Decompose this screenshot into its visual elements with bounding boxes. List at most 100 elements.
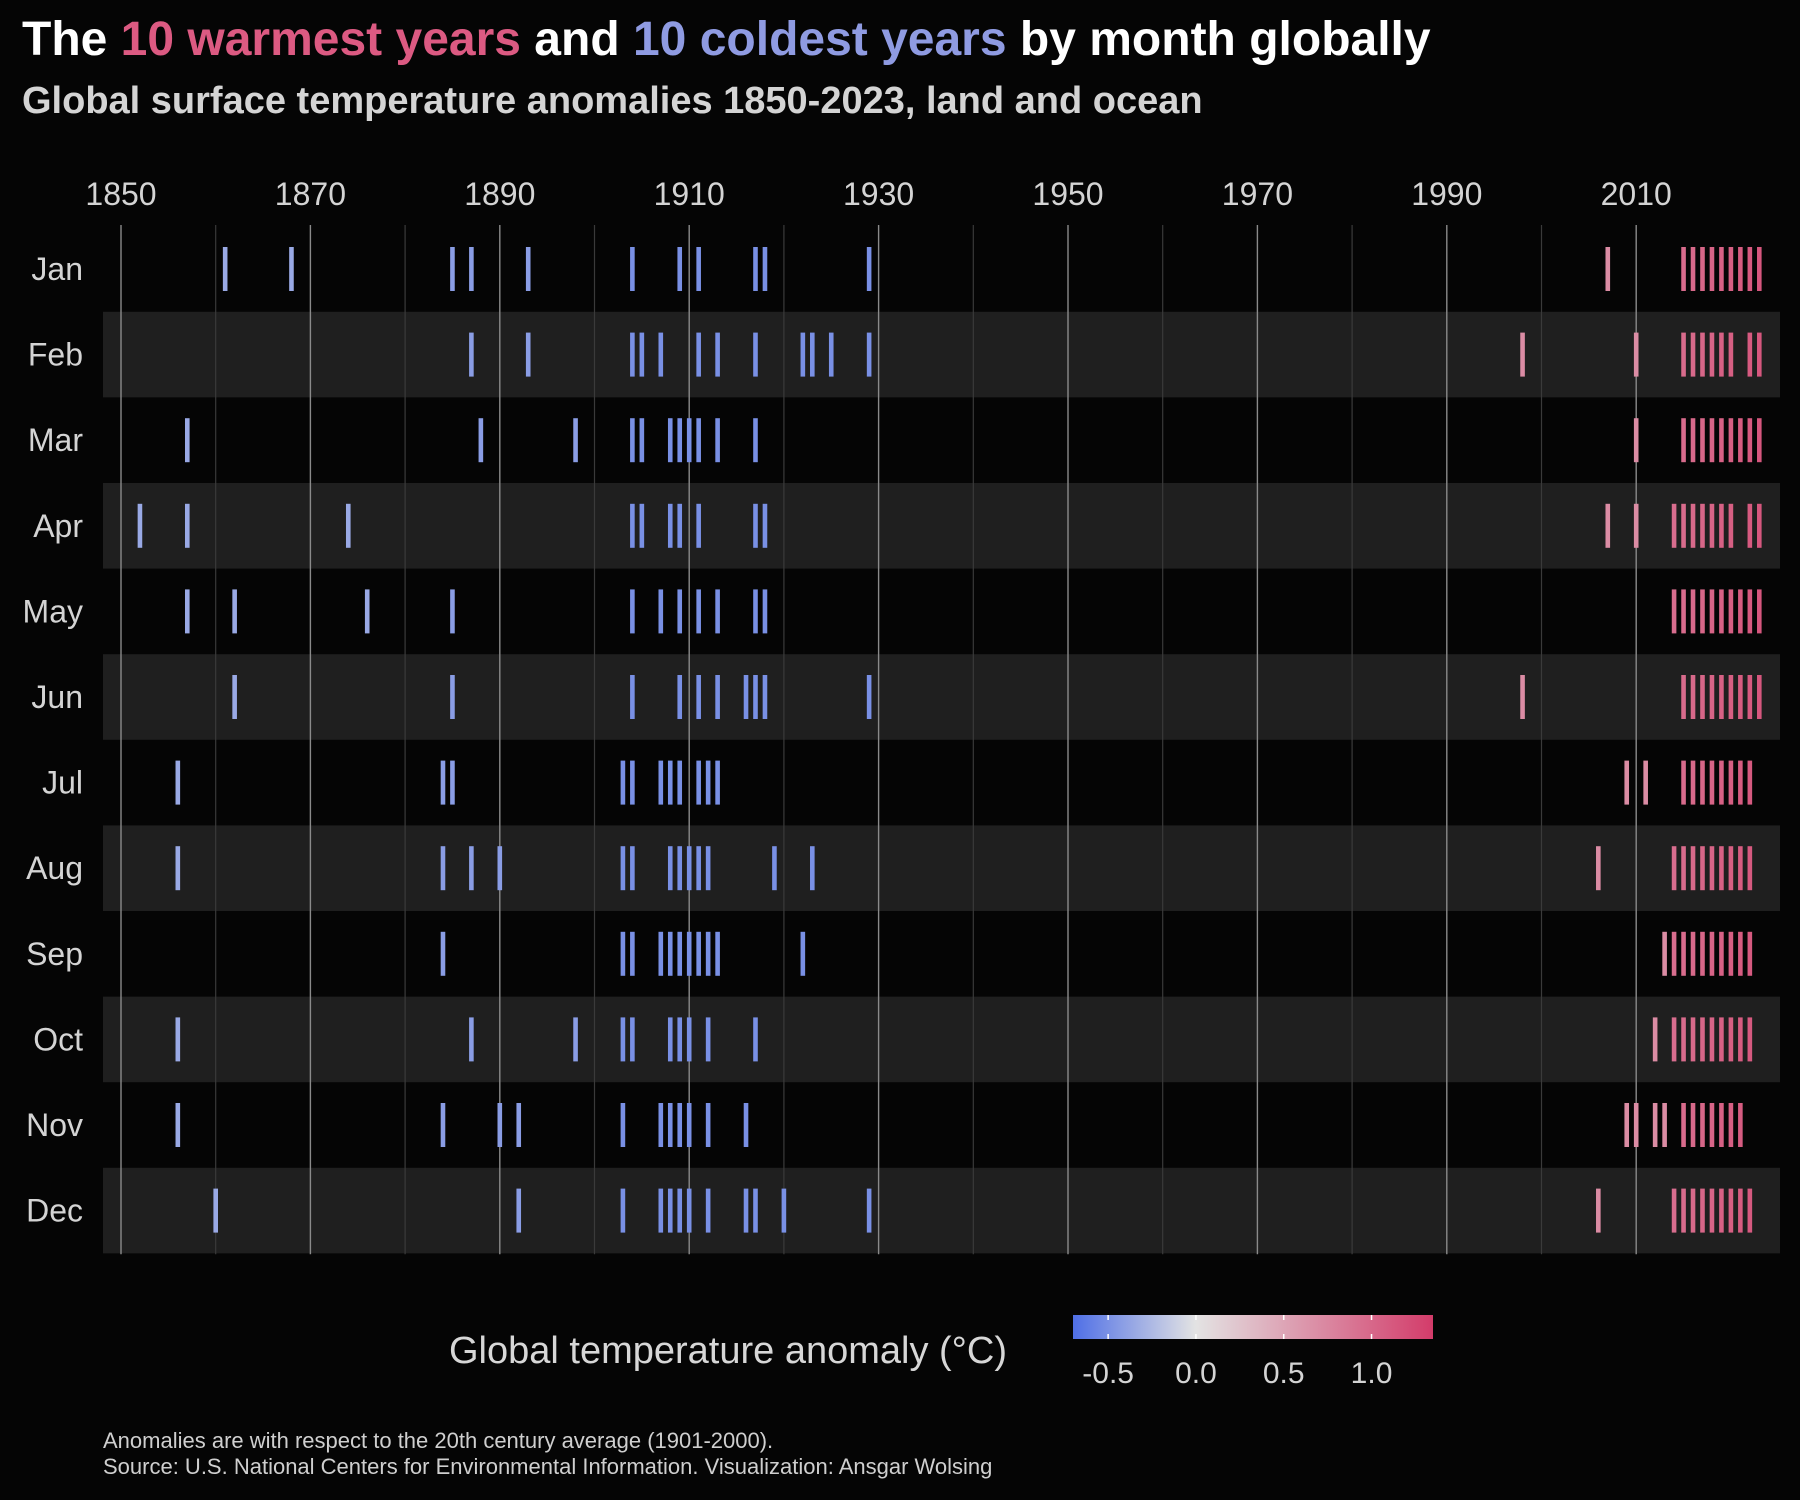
cold-mark-aug-1903 (620, 846, 626, 891)
warm-mark-mar-2016 (1690, 418, 1696, 463)
cold-mark-apr-1917 (753, 503, 758, 548)
cold-mark-aug-1887 (469, 846, 474, 891)
cold-mark-feb-1893 (525, 332, 531, 377)
cold-mark-jun-1911 (696, 675, 701, 719)
warm-mark-aug-2014 (1671, 846, 1677, 891)
warm-mark-sep-2016 (1690, 931, 1696, 976)
year-marks (137, 247, 1762, 1233)
cold-mark-jan-1929 (866, 247, 872, 291)
cold-mark-jul-1912 (705, 760, 711, 805)
cold-mark-oct-1887 (469, 1017, 474, 1062)
warm-mark-jul-2009 (1624, 760, 1630, 805)
x-tick-label-1950: 1950 (1032, 176, 1103, 212)
cold-mark-jul-1884 (440, 760, 446, 805)
warm-mark-aug-2021 (1738, 846, 1743, 891)
warm-mark-aug-2018 (1709, 846, 1715, 891)
cold-mark-dec-1860 (213, 1188, 218, 1233)
warm-mark-jan-2023 (1757, 247, 1762, 291)
warm-mark-nov-2018 (1709, 1103, 1715, 1147)
warm-mark-may-2022 (1747, 589, 1753, 634)
warm-mark-mar-2019 (1719, 418, 1724, 463)
cold-mark-jan-1868 (289, 247, 294, 291)
warm-mark-apr-2015 (1681, 503, 1686, 548)
cold-mark-dec-1912 (705, 1188, 711, 1233)
warm-mark-nov-2009 (1624, 1103, 1630, 1147)
warm-mark-apr-2023 (1757, 503, 1762, 548)
cold-mark-apr-1918 (762, 503, 768, 548)
legend-color-bar (1073, 1315, 1433, 1339)
cold-mark-aug-1912 (705, 846, 711, 891)
cold-mark-jun-1885 (450, 675, 455, 719)
cold-mark-jun-1913 (715, 675, 720, 719)
month-label-jul: Jul (42, 765, 83, 801)
cold-mark-dec-1908 (667, 1188, 673, 1233)
warm-mark-mar-2018 (1709, 418, 1715, 463)
cold-mark-jun-1917 (753, 675, 758, 719)
cold-mark-dec-1920 (781, 1188, 787, 1233)
cold-mark-sep-1912 (705, 931, 711, 976)
cold-mark-mar-1904 (630, 418, 635, 463)
warm-mark-feb-2023 (1757, 332, 1762, 377)
cold-mark-aug-1884 (440, 846, 446, 891)
warm-mark-feb-2019 (1719, 332, 1724, 377)
cold-mark-jul-1913 (715, 760, 720, 805)
month-label-oct: Oct (33, 1021, 83, 1057)
cold-mark-dec-1916 (743, 1188, 749, 1233)
x-tick-label-1930: 1930 (843, 176, 914, 212)
warm-mark-jul-2018 (1709, 760, 1715, 805)
cold-mark-aug-1904 (630, 846, 635, 891)
warm-mark-jan-2017 (1700, 247, 1705, 291)
warm-mark-sep-2017 (1700, 931, 1705, 976)
warm-mark-jul-2016 (1690, 760, 1696, 805)
warm-mark-oct-2015 (1681, 1017, 1686, 1062)
warm-mark-jun-2017 (1700, 675, 1705, 719)
cold-mark-may-1862 (232, 589, 237, 634)
row-band-dec (103, 1167, 1780, 1254)
warm-mark-jul-2022 (1747, 760, 1753, 805)
gridlines (120, 225, 1637, 1255)
warm-mark-dec-2014 (1671, 1188, 1677, 1233)
cold-mark-oct-1909 (677, 1017, 683, 1062)
warm-mark-sep-2014 (1671, 931, 1677, 976)
cold-mark-nov-1912 (705, 1103, 711, 1147)
cold-mark-may-1909 (677, 589, 683, 634)
month-label-nov: Nov (26, 1107, 83, 1143)
cold-mark-may-1857 (184, 589, 190, 634)
cold-mark-nov-1892 (516, 1103, 522, 1147)
cold-mark-feb-1911 (696, 332, 701, 377)
warm-mark-mar-2020 (1728, 418, 1734, 463)
warm-mark-oct-2014 (1671, 1017, 1677, 1062)
cold-mark-sep-1884 (440, 931, 446, 976)
warm-mark-jun-2016 (1690, 675, 1696, 719)
cold-mark-apr-1905 (639, 503, 645, 548)
warm-mark-apr-2019 (1719, 503, 1724, 548)
warm-mark-jul-2011 (1643, 760, 1648, 805)
cold-mark-aug-1923 (810, 846, 815, 891)
warm-mark-apr-2016 (1690, 503, 1696, 548)
cold-mark-aug-1911 (696, 846, 701, 891)
cold-mark-apr-1852 (137, 503, 143, 548)
cold-mark-mar-1913 (715, 418, 720, 463)
warm-mark-may-2020 (1728, 589, 1734, 634)
warm-mark-nov-2012 (1652, 1103, 1658, 1147)
cold-mark-apr-1874 (345, 503, 351, 548)
warm-mark-dec-2018 (1709, 1188, 1715, 1233)
color-legend: -0.5 0.0 0.5 1.0 (1073, 1315, 1433, 1390)
cold-mark-nov-1907 (658, 1103, 664, 1147)
warm-mark-oct-2020 (1728, 1017, 1734, 1062)
row-band-apr (103, 483, 1780, 569)
warm-mark-aug-2017 (1700, 846, 1705, 891)
cold-mark-aug-1909 (677, 846, 683, 891)
cold-mark-jul-1907 (658, 760, 664, 805)
warm-mark-jul-2020 (1728, 760, 1734, 805)
warm-mark-feb-2017 (1700, 332, 1705, 377)
cold-mark-aug-1890 (497, 846, 503, 891)
cold-mark-jul-1885 (450, 760, 455, 805)
cold-mark-apr-1909 (677, 503, 683, 548)
row-band-jun (103, 654, 1780, 740)
warm-mark-mar-2017 (1700, 418, 1705, 463)
warm-mark-jun-2018 (1709, 675, 1715, 719)
cold-mark-feb-1925 (828, 332, 834, 377)
warm-mark-jun-2015 (1681, 675, 1686, 719)
